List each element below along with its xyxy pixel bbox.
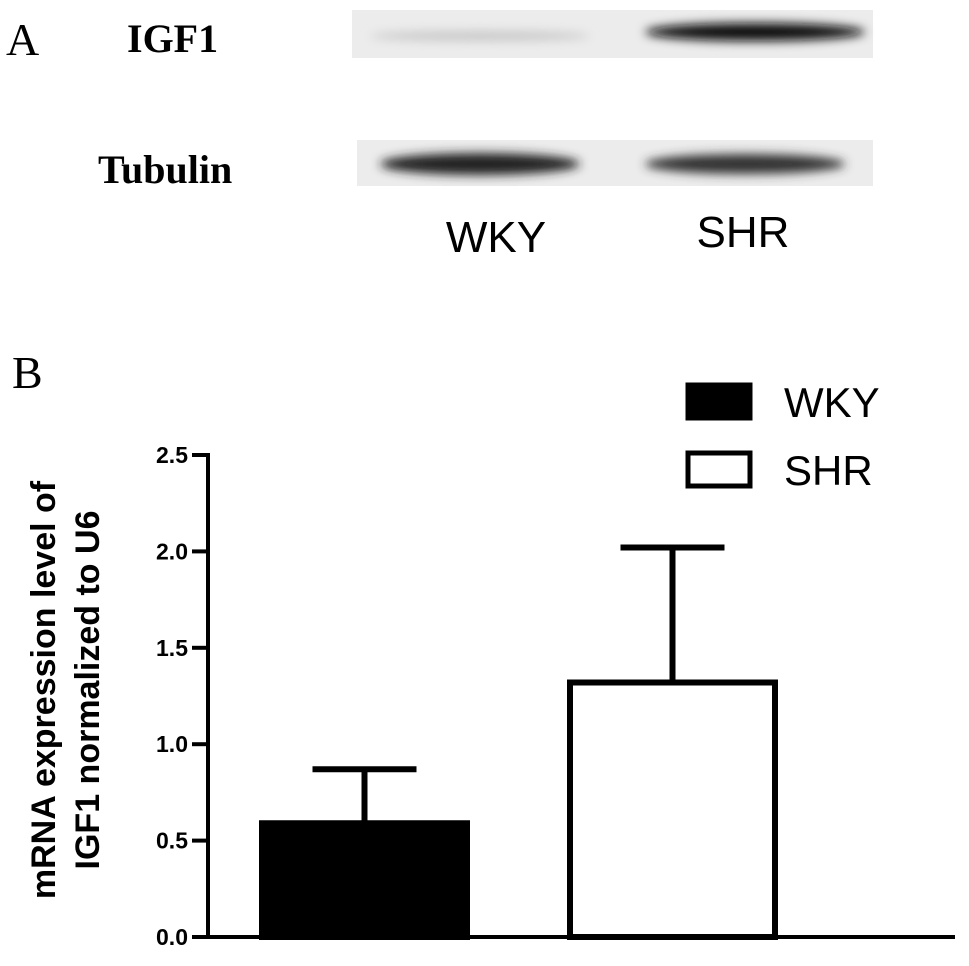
- y-tick-label: 1.5: [156, 635, 188, 661]
- legend-label: SHR: [784, 447, 873, 494]
- y-tick-label: 0.5: [156, 828, 188, 854]
- lane-label: WKY: [446, 213, 546, 262]
- panel-label: A: [6, 14, 39, 65]
- blot-band: [370, 31, 590, 41]
- legend-label: WKY: [784, 379, 880, 426]
- y-tick-label: 1.0: [156, 731, 188, 757]
- lane-label: SHR: [697, 208, 790, 257]
- panel-label: B: [12, 347, 43, 398]
- y-tick-label: 2.0: [156, 538, 188, 564]
- y-tick-label: 0.0: [156, 924, 188, 950]
- y-tick-label: 2.5: [156, 442, 188, 468]
- bar: [259, 820, 470, 940]
- blot-label: IGF1: [127, 16, 218, 61]
- y-axis-label: IGF1 normalized to U6: [69, 511, 107, 870]
- y-axis-label: mRNA expression level of: [25, 480, 63, 899]
- legend-swatch: [685, 382, 753, 421]
- bar: [567, 679, 778, 941]
- blot-band: [380, 153, 580, 175]
- blot-label: Tubulin: [98, 147, 232, 192]
- blot-band: [645, 154, 845, 174]
- blot-band: [645, 23, 865, 41]
- legend-swatch: [685, 450, 753, 489]
